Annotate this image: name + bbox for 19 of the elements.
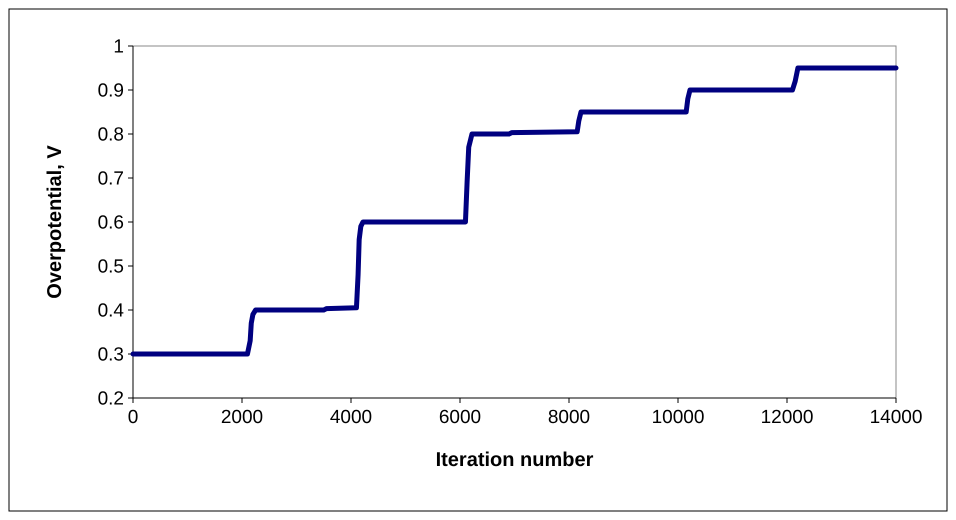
y-tick-label: 1 [113, 36, 124, 58]
y-tick-label: 0.6 [98, 212, 124, 234]
y-tick-label: 0.5 [98, 256, 124, 278]
y-tick-label: 0.8 [98, 124, 124, 146]
x-tick-label: 8000 [548, 407, 590, 428]
y-tick-label: 0.9 [98, 80, 124, 102]
x-tick-label: 10000 [652, 407, 704, 428]
y-tick-label: 0.2 [98, 388, 124, 410]
x-tick-label: 0 [128, 407, 138, 428]
y-tick-label: 0.3 [98, 344, 124, 366]
y-axis-title: Overpotential, V [44, 144, 66, 299]
x-axis-title: Iteration number [436, 449, 594, 471]
y-tick-label: 0.7 [98, 168, 124, 190]
x-tick-label: 14000 [870, 407, 922, 428]
x-tick-label: 6000 [438, 407, 482, 428]
x-tick-label: 4000 [330, 407, 372, 428]
x-tick-label: 2000 [220, 407, 264, 428]
x-tick-label: 12000 [760, 407, 814, 428]
y-tick-label: 0.4 [98, 300, 124, 322]
